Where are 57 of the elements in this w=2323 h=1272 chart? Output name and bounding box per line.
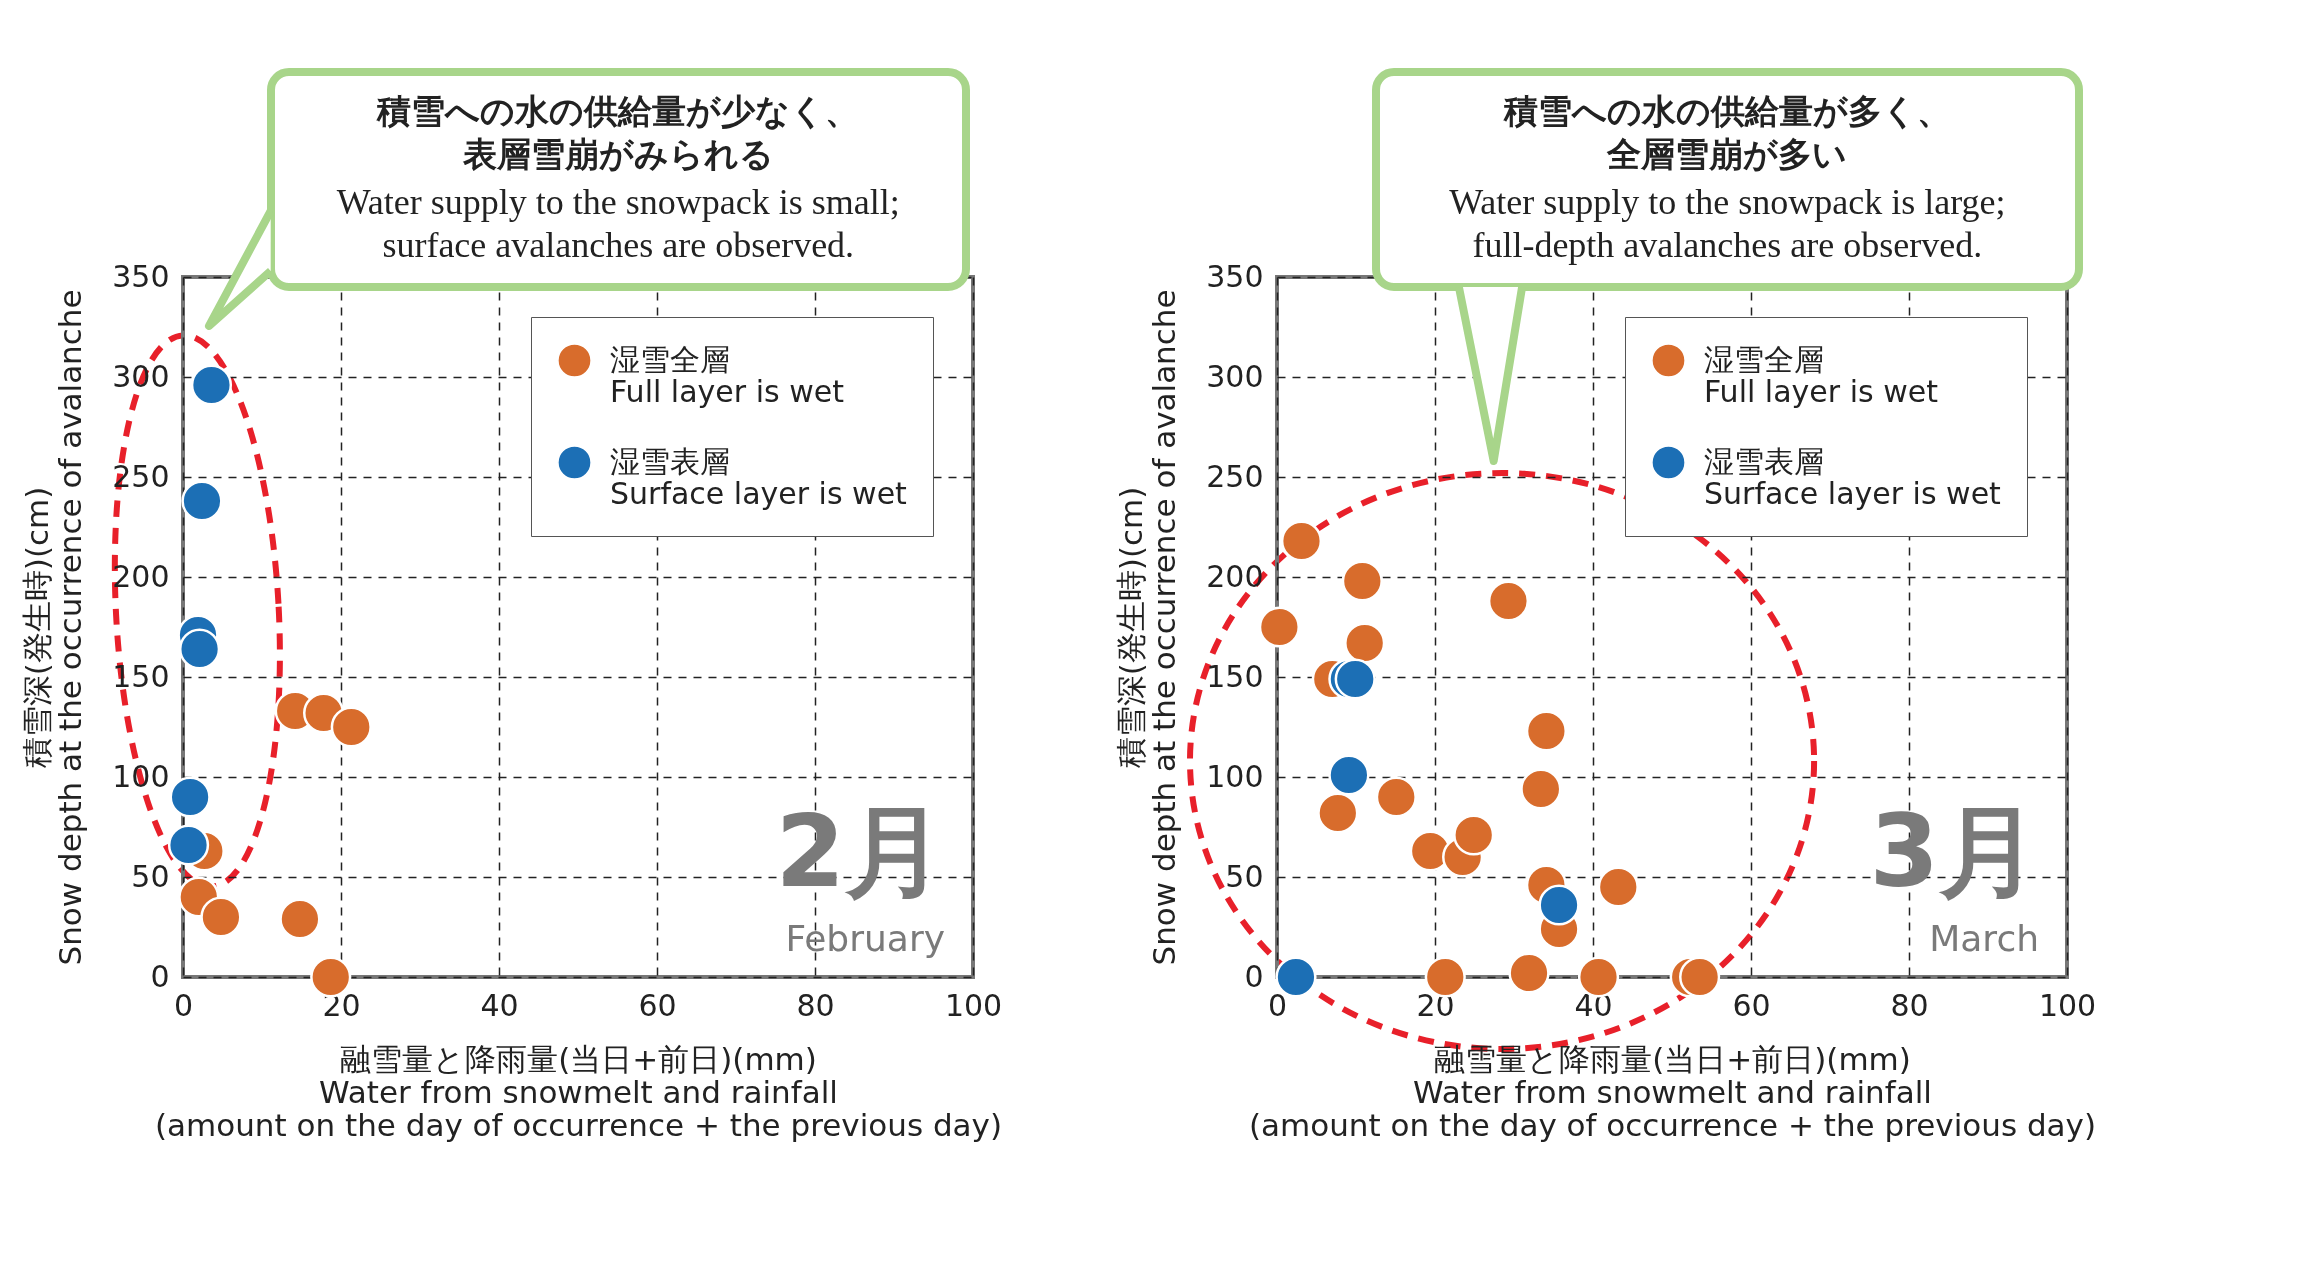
- y-axis-title: 積雪深(発生時)(cm) Snow depth at the occurrence of avalanche: [19, 289, 89, 966]
- point: [181, 480, 223, 522]
- point: [1344, 622, 1386, 664]
- point: [1453, 814, 1495, 856]
- y-tick-label: 350: [112, 258, 170, 294]
- annotation: March: [1929, 918, 2039, 959]
- point: [178, 628, 221, 670]
- x-axis-title: 融雪量と降雨量(当日+前日)(mm) Water from snowmelt and rainfall (amount on the day of occurrence + the previous day): [1248, 1040, 2097, 1143]
- y-tick-label: 150: [112, 658, 170, 694]
- point: [190, 364, 233, 406]
- y-tick-label: 50: [1225, 858, 1264, 894]
- point: [1520, 768, 1562, 810]
- y-tick-label: 300: [1206, 358, 1264, 394]
- legend-label: 湿雪表層 Surface layer is wet: [1704, 443, 2002, 511]
- point: [1597, 866, 1639, 908]
- y-tick-label: 200: [112, 558, 170, 594]
- point: [1317, 792, 1359, 834]
- point: [330, 706, 372, 748]
- point: [1679, 956, 1721, 998]
- x-tick-label: 100: [2038, 987, 2097, 1023]
- x-tick-label: 60: [638, 987, 677, 1023]
- y-tick-label: 150: [1206, 658, 1264, 694]
- y-tick-label: 250: [1206, 458, 1264, 494]
- x-tick-label: 80: [796, 987, 835, 1023]
- x-tick-label: 100: [944, 987, 1003, 1023]
- point: [1258, 606, 1300, 648]
- point: [169, 776, 211, 818]
- point: [1280, 520, 1323, 562]
- point: [279, 898, 321, 940]
- point: [1375, 776, 1417, 818]
- x-axis-title: 融雪量と降雨量(当日+前日)(mm) Water from snowmelt and rainfall (amount on the day of occurrence + the previous day): [154, 1040, 1003, 1143]
- x-tick-label: 80: [1890, 987, 1929, 1023]
- y-axis-title: 積雪深(発生時)(cm) Snow depth at the occurrence of avalanche: [1113, 289, 1183, 966]
- x-tick-label: 0: [1267, 987, 1288, 1023]
- point: [200, 896, 242, 938]
- point: [1538, 884, 1580, 926]
- point: [1508, 952, 1550, 994]
- x-tick-label: 40: [480, 987, 519, 1023]
- y-tick-label: 100: [1206, 758, 1264, 794]
- point: [1328, 754, 1370, 796]
- legend-label: 湿雪全層 Full layer is wet: [610, 341, 845, 409]
- y-tick-label: 0: [1244, 958, 1264, 994]
- y-tick-label: 250: [112, 458, 170, 494]
- legend-label: 湿雪表層 Surface layer is wet: [610, 443, 908, 511]
- y-tick-label: 50: [131, 858, 170, 894]
- point: [1487, 580, 1530, 622]
- point: [1341, 560, 1383, 602]
- point: [1525, 710, 1568, 752]
- legend-label: 湿雪全層 Full layer is wet: [1704, 341, 1939, 409]
- annotation: February: [785, 918, 945, 959]
- y-tick-label: 200: [1206, 558, 1264, 594]
- x-tick-label: 60: [1732, 987, 1771, 1023]
- point: [1334, 658, 1376, 700]
- y-tick-label: 0: [150, 958, 170, 994]
- y-tick-label: 350: [1206, 258, 1264, 294]
- point: [167, 824, 210, 866]
- x-tick-label: 0: [173, 987, 194, 1023]
